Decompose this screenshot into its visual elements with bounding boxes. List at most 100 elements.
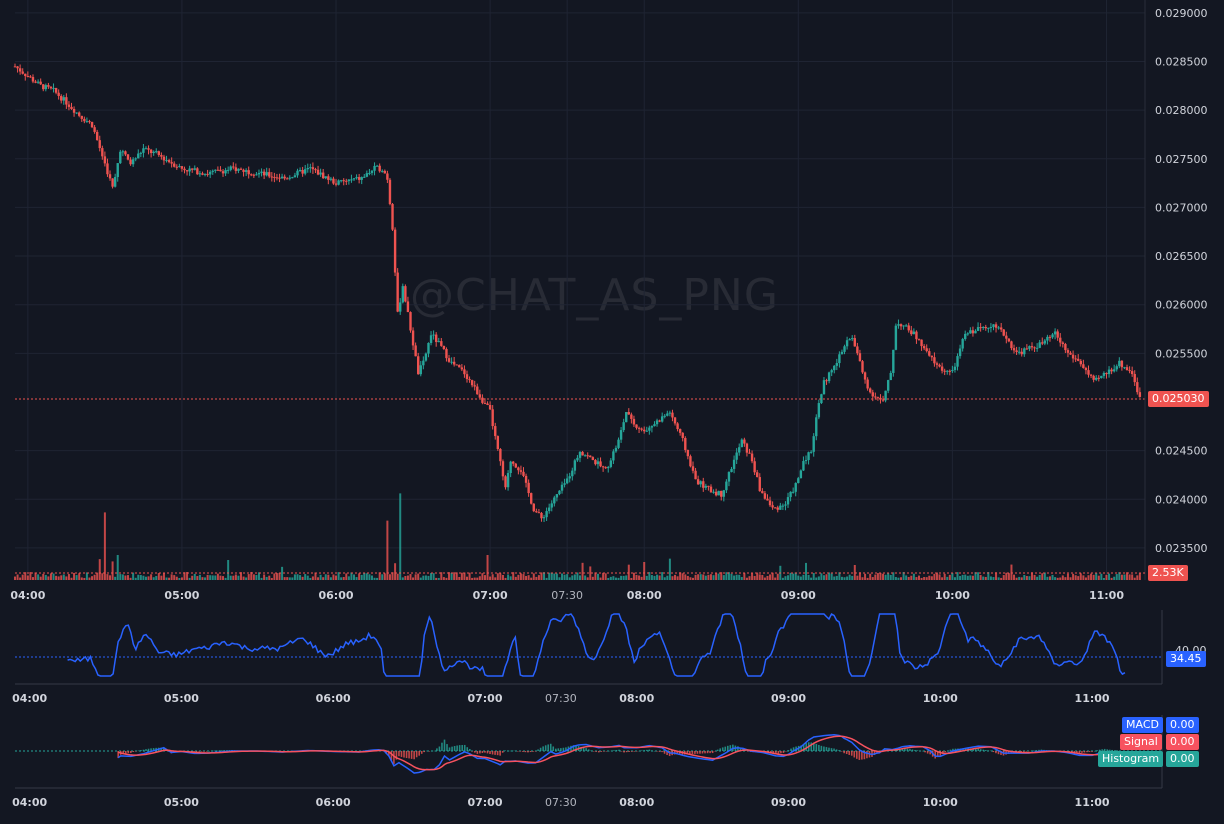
- volume-bar: [417, 573, 420, 580]
- candle-body: [250, 174, 253, 176]
- candle-body: [720, 490, 723, 497]
- volume-bar: [101, 573, 104, 580]
- candle-body: [419, 365, 422, 375]
- volume-bar: [350, 572, 353, 580]
- histogram-bar: [124, 751, 127, 754]
- volume-bar: [75, 575, 78, 580]
- volume-bar: [209, 575, 212, 580]
- candle-body: [13, 66, 17, 68]
- volume-bar: [216, 573, 219, 580]
- volume-bar: [468, 572, 471, 580]
- candle-body: [802, 461, 805, 471]
- volume-bar: [684, 574, 687, 580]
- candle-body: [560, 484, 564, 491]
- volume-bar: [561, 573, 564, 580]
- volume-bar: [301, 576, 304, 580]
- histogram-bar: [395, 751, 398, 760]
- histogram-bar: [1030, 750, 1033, 752]
- volume-bar: [607, 577, 610, 580]
- volume-bar: [1100, 573, 1103, 580]
- candle-body: [491, 409, 494, 427]
- histogram-bar: [833, 748, 835, 751]
- histogram-bar: [828, 747, 830, 751]
- volume-bar: [406, 575, 409, 580]
- candle-body: [1128, 370, 1131, 372]
- candle-body: [201, 173, 204, 175]
- candle-body: [378, 165, 381, 172]
- candle-body: [80, 115, 83, 119]
- volume-bar: [1123, 574, 1126, 580]
- candle-body: [791, 491, 795, 493]
- volume-bar: [887, 573, 890, 580]
- candle-body: [786, 497, 790, 505]
- volume-bar: [491, 574, 494, 580]
- volume-bar: [1023, 574, 1026, 580]
- volume-bar: [894, 577, 897, 580]
- candle-body: [72, 108, 76, 113]
- volume-bar: [1054, 577, 1057, 580]
- candle-body: [422, 360, 425, 366]
- candle-body: [763, 493, 767, 499]
- candle-body: [139, 152, 143, 154]
- volume-bar: [232, 575, 235, 580]
- volume-bar: [571, 575, 574, 580]
- volume-bar: [191, 575, 194, 580]
- candle-body: [126, 154, 130, 160]
- volume-bars: [14, 493, 1141, 580]
- volume-bar: [378, 572, 381, 580]
- volume-bar: [573, 574, 576, 580]
- histogram-bar: [623, 751, 625, 753]
- time-tick-label: 08:00: [619, 692, 654, 705]
- volume-bar: [247, 574, 250, 580]
- volume-bar: [702, 574, 705, 580]
- histogram-bar: [992, 751, 995, 753]
- volume-bar: [460, 572, 463, 580]
- candle-body: [809, 451, 813, 453]
- volume-bar: [399, 493, 402, 580]
- candle-body: [894, 325, 898, 350]
- volume-bar: [907, 576, 910, 580]
- candle-body: [591, 457, 595, 460]
- histogram-bar: [398, 751, 400, 757]
- volume-bar: [810, 577, 813, 580]
- candle-body: [966, 333, 969, 335]
- histogram-bar: [919, 750, 921, 752]
- volume-bar: [360, 574, 363, 580]
- volume-bar: [964, 574, 967, 580]
- candle-body: [196, 168, 199, 175]
- volume-bar: [368, 574, 371, 580]
- volume-bar: [83, 577, 86, 580]
- candle-body: [1105, 372, 1108, 375]
- candle-body: [39, 81, 42, 85]
- candle-body: [902, 325, 905, 327]
- candle-body: [26, 76, 30, 78]
- volume-bar: [1000, 577, 1003, 580]
- candle-body: [65, 97, 68, 105]
- volume-bar: [1043, 572, 1046, 580]
- candle-body: [206, 173, 209, 175]
- volume-bar: [240, 572, 242, 580]
- volume-bar: [183, 572, 186, 580]
- candle-body: [663, 415, 666, 417]
- volume-bar: [478, 576, 481, 580]
- histogram-bar: [413, 751, 415, 760]
- histogram-bar: [995, 751, 997, 754]
- candle-body: [519, 470, 523, 472]
- candle-body: [494, 426, 497, 437]
- candle-body: [920, 339, 923, 347]
- histogram-bar: [835, 749, 838, 751]
- histogram-bar: [152, 748, 155, 751]
- volume-bar: [1136, 575, 1139, 580]
- volume-bar: [584, 575, 587, 580]
- candle-body: [771, 505, 774, 508]
- volume-bar: [381, 574, 384, 580]
- histogram-bar: [203, 751, 205, 752]
- candle-body: [170, 162, 173, 164]
- histogram-bar: [782, 751, 785, 753]
- candle-body: [21, 71, 24, 74]
- volume-bar: [925, 577, 928, 580]
- candle-body: [563, 483, 566, 485]
- candle-body: [892, 349, 895, 373]
- candle-body: [486, 403, 489, 406]
